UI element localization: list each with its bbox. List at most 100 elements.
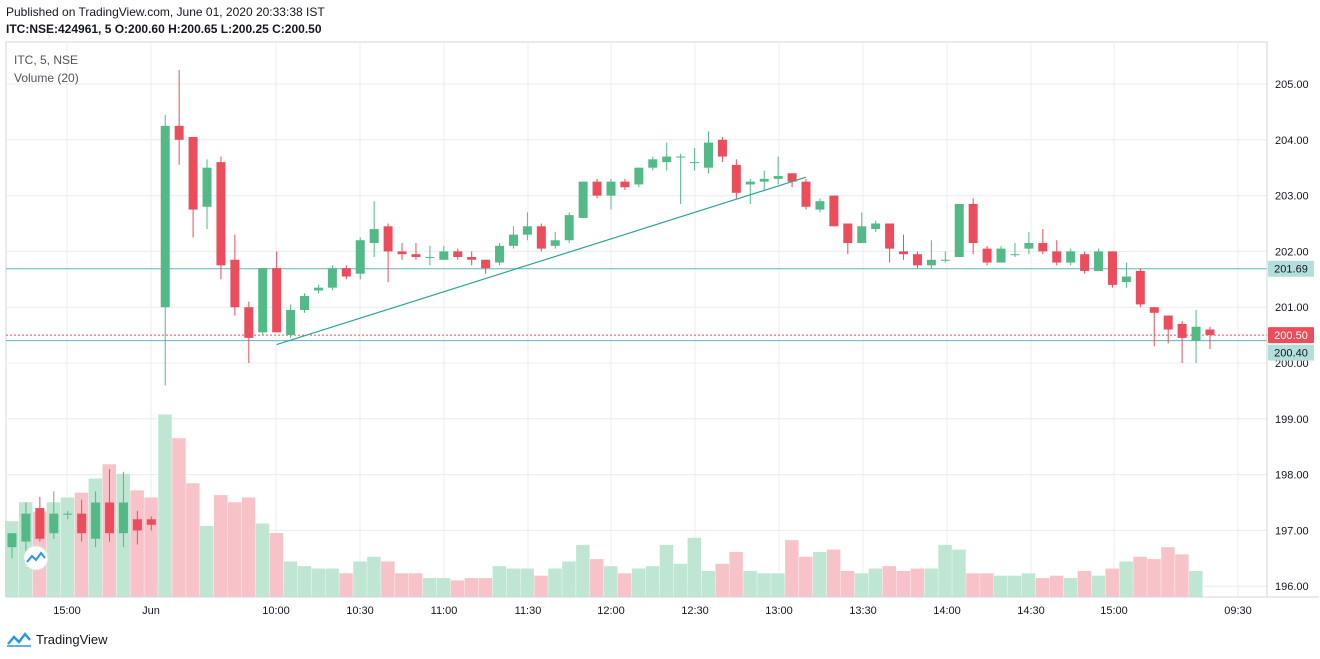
- volume-legend[interactable]: Volume (20): [14, 71, 79, 85]
- symbol-legend[interactable]: ITC, 5, NSE: [14, 53, 79, 67]
- volume-bar: [868, 568, 883, 597]
- volume-bar: [269, 533, 284, 597]
- volume-bar: [882, 566, 897, 597]
- y-tick-label: 196.00: [1275, 581, 1309, 593]
- candle-body: [634, 167, 644, 185]
- candle-body: [272, 268, 282, 333]
- candle-body: [188, 137, 198, 210]
- candle-body: [857, 226, 867, 244]
- volume-bar: [603, 566, 618, 597]
- candle-body: [1010, 254, 1020, 256]
- lower-line-price-tag: 200.40: [1274, 348, 1308, 360]
- y-tick-label: 204.00: [1275, 135, 1309, 147]
- brand-name: TradingView: [36, 631, 108, 647]
- candle-body: [383, 226, 393, 252]
- volume-bar: [757, 573, 771, 597]
- candle-body: [1191, 326, 1201, 341]
- volume-bar: [534, 575, 548, 597]
- x-tick-label: 11:00: [431, 605, 458, 617]
- volume-bar: [339, 573, 353, 597]
- cloud-icon: [26, 551, 46, 563]
- candle-body: [467, 256, 477, 260]
- candle-body: [1052, 251, 1062, 263]
- candle-body: [146, 519, 156, 525]
- volume-bar: [562, 561, 576, 597]
- volume-bar: [283, 561, 298, 597]
- candle-body: [1024, 243, 1034, 249]
- volume-bar: [659, 544, 674, 597]
- candle-body: [341, 268, 351, 277]
- volume-bar: [548, 568, 562, 597]
- ohlc-readout: ITC:NSE:424961, 5 O:200.60 H:200.65 L:20…: [6, 22, 322, 36]
- volume-bar: [1105, 568, 1119, 597]
- candle-body: [1163, 315, 1173, 330]
- candle-body: [982, 248, 992, 263]
- candle-body: [1149, 307, 1159, 313]
- volume-bar: [590, 559, 604, 597]
- volume-bars: [5, 414, 1203, 597]
- y-tick-label: 202.00: [1275, 246, 1309, 258]
- volume-bar: [994, 575, 1008, 597]
- candle-body: [49, 513, 59, 534]
- candle-body: [63, 513, 73, 515]
- volume-bar: [715, 563, 729, 597]
- tradingview-logo[interactable]: TradingView: [6, 631, 108, 647]
- volume-bar: [367, 556, 381, 597]
- volume-bar: [144, 497, 158, 597]
- candle-body: [606, 181, 616, 196]
- volume-bar: [172, 438, 186, 597]
- trendline-layer[interactable]: [276, 176, 807, 346]
- y-tick-label: 201.00: [1275, 302, 1309, 314]
- x-tick-label: 09:30: [1224, 605, 1252, 617]
- x-tick-label: 12:30: [681, 605, 709, 617]
- candle-body: [397, 251, 407, 255]
- volume-bar: [1007, 575, 1022, 597]
- candle-body: [690, 162, 700, 164]
- volume-bar: [910, 568, 924, 597]
- volume-bar: [966, 573, 980, 597]
- volume-bar: [952, 549, 966, 597]
- candle-body: [105, 502, 115, 534]
- volume-bar: [617, 573, 632, 597]
- candle-body: [35, 508, 45, 539]
- y-tick-label: 205.00: [1275, 79, 1309, 91]
- candle-body: [132, 519, 142, 531]
- candle-body: [369, 229, 379, 244]
- volume-bar: [743, 570, 757, 597]
- volume-bar: [1133, 556, 1147, 597]
- x-tick-label: 10:30: [346, 605, 374, 617]
- candle-body: [522, 226, 532, 235]
- x-tick-label: 12:00: [597, 605, 625, 617]
- candle-body: [91, 502, 101, 539]
- volume-bar: [422, 578, 437, 597]
- volume-bar: [938, 544, 952, 597]
- volume-bar: [771, 573, 785, 597]
- candle-body: [940, 259, 950, 261]
- y-tick-label: 200.00: [1275, 358, 1309, 370]
- candle-body: [731, 164, 741, 193]
- volume-bar: [297, 566, 312, 597]
- cloud-icon: [7, 632, 31, 647]
- volume-bar: [896, 570, 911, 597]
- candle-body: [1121, 276, 1131, 283]
- volume-bar: [1119, 561, 1133, 597]
- candles: [7, 70, 1215, 559]
- volume-bar: [1063, 578, 1078, 597]
- volume-bar: [353, 561, 367, 597]
- volume-bar: [812, 551, 827, 597]
- badge-circle: [23, 545, 49, 571]
- y-tick-label: 198.00: [1275, 470, 1309, 482]
- volume-bar: [1175, 554, 1189, 597]
- candle-body: [871, 223, 881, 230]
- axes: 196.00 197.00 198.00 199.00 200.00 201.00 202.…: [6, 42, 1319, 617]
- x-tick-label: 14:30: [1017, 605, 1045, 617]
- candle-body: [1107, 251, 1117, 285]
- candle-body: [202, 167, 212, 207]
- candle-body: [885, 223, 895, 249]
- candle-body: [620, 181, 630, 188]
- x-tick-label: 15:00: [1100, 605, 1128, 617]
- candle-body: [704, 142, 713, 168]
- candle-body: [996, 248, 1006, 263]
- candle-body: [926, 259, 936, 266]
